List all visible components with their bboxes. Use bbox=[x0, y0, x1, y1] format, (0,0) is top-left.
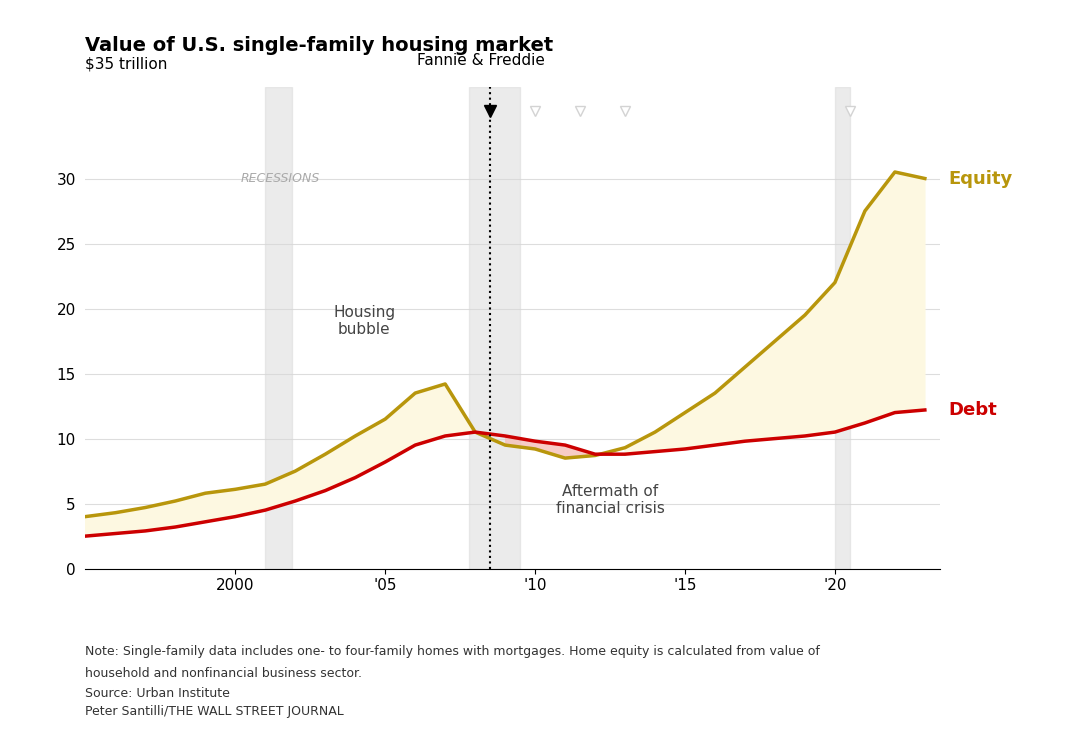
Text: RECESSIONS: RECESSIONS bbox=[240, 172, 320, 185]
Text: Debt: Debt bbox=[948, 401, 998, 419]
Bar bbox=[835, 87, 850, 569]
Text: Equity: Equity bbox=[948, 170, 1014, 187]
Bar bbox=[469, 87, 520, 569]
Text: Aftermath of
financial crisis: Aftermath of financial crisis bbox=[555, 484, 664, 516]
Bar bbox=[265, 87, 293, 569]
Text: Peter Santilli/THE WALL STREET JOURNAL: Peter Santilli/THE WALL STREET JOURNAL bbox=[85, 705, 344, 718]
Text: Fannie & Freddie: Fannie & Freddie bbox=[418, 53, 545, 68]
Text: Note: Single-family data includes one- to four-family homes with mortgages. Home: Note: Single-family data includes one- t… bbox=[85, 645, 820, 658]
Text: household and nonfinancial business sector.: household and nonfinancial business sect… bbox=[85, 667, 362, 680]
Text: $35 trillion: $35 trillion bbox=[85, 57, 168, 72]
Text: Value of U.S. single-family housing market: Value of U.S. single-family housing mark… bbox=[85, 36, 553, 55]
Text: Housing
bubble: Housing bubble bbox=[333, 305, 395, 337]
Text: Source: Urban Institute: Source: Urban Institute bbox=[85, 687, 231, 700]
